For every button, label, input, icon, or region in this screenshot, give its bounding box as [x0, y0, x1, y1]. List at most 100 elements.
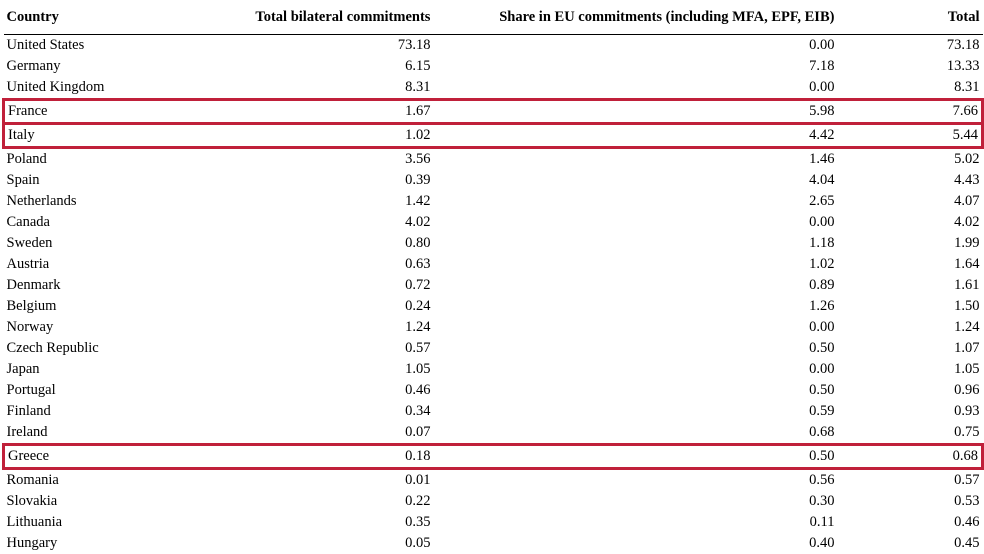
total-cell: 7.66 [837, 100, 982, 124]
bilateral-cell: 4.02 [229, 212, 433, 233]
bilateral-cell: 3.56 [229, 148, 433, 171]
header-bilateral: Total bilateral commitments [229, 0, 433, 35]
country-cell: Hungary [4, 533, 230, 554]
country-cell: Austria [4, 254, 230, 275]
bilateral-cell: 0.39 [229, 170, 433, 191]
bilateral-cell: 0.80 [229, 233, 433, 254]
bilateral-cell: 0.63 [229, 254, 433, 275]
eu-share-cell: 0.89 [433, 275, 837, 296]
country-cell: Canada [4, 212, 230, 233]
country-cell: Norway [4, 317, 230, 338]
total-cell: 4.07 [837, 191, 982, 212]
eu-share-cell: 1.46 [433, 148, 837, 171]
total-cell: 8.31 [837, 77, 982, 100]
country-cell: Poland [4, 148, 230, 171]
bilateral-cell: 0.34 [229, 401, 433, 422]
total-cell: 5.44 [837, 124, 982, 148]
bilateral-cell: 0.22 [229, 491, 433, 512]
total-cell: 0.96 [837, 380, 982, 401]
total-cell: 1.99 [837, 233, 982, 254]
eu-share-cell: 0.00 [433, 212, 837, 233]
country-cell: Germany [4, 56, 230, 77]
country-cell: Romania [4, 469, 230, 492]
bilateral-cell: 6.15 [229, 56, 433, 77]
total-cell: 4.02 [837, 212, 982, 233]
country-cell: Japan [4, 359, 230, 380]
eu-share-cell: 0.30 [433, 491, 837, 512]
eu-share-cell: 0.50 [433, 445, 837, 469]
bilateral-cell: 1.42 [229, 191, 433, 212]
bilateral-cell: 0.18 [229, 445, 433, 469]
country-cell: United Kingdom [4, 77, 230, 100]
country-cell: Portugal [4, 380, 230, 401]
bilateral-cell: 0.35 [229, 512, 433, 533]
header-country: Country [4, 0, 230, 35]
header-row: Country Total bilateral commitments Shar… [4, 0, 983, 35]
eu-share-cell: 0.00 [433, 359, 837, 380]
total-cell: 0.57 [837, 469, 982, 492]
country-cell: Czech Republic [4, 338, 230, 359]
bilateral-cell: 1.02 [229, 124, 433, 148]
total-cell: 1.24 [837, 317, 982, 338]
total-cell: 0.68 [837, 445, 982, 469]
total-cell: 0.46 [837, 512, 982, 533]
eu-share-cell: 1.18 [433, 233, 837, 254]
header-eu-share: Share in EU commitments (including MFA, … [433, 0, 837, 35]
country-cell: Spain [4, 170, 230, 191]
bilateral-cell: 73.18 [229, 35, 433, 57]
eu-share-cell: 0.11 [433, 512, 837, 533]
bilateral-cell: 0.72 [229, 275, 433, 296]
total-cell: 0.75 [837, 422, 982, 445]
total-cell: 4.43 [837, 170, 982, 191]
eu-share-cell: 4.04 [433, 170, 837, 191]
country-cell: Slovakia [4, 491, 230, 512]
country-cell: France [4, 100, 230, 124]
total-cell: 73.18 [837, 35, 982, 57]
eu-share-cell: 0.00 [433, 77, 837, 100]
total-cell: 1.64 [837, 254, 982, 275]
bilateral-cell: 1.05 [229, 359, 433, 380]
total-cell: 1.07 [837, 338, 982, 359]
bilateral-cell: 0.05 [229, 533, 433, 554]
bilateral-cell: 0.46 [229, 380, 433, 401]
total-cell: 13.33 [837, 56, 982, 77]
country-cell: Ireland [4, 422, 230, 445]
eu-share-cell: 0.00 [433, 317, 837, 338]
total-cell: 1.05 [837, 359, 982, 380]
country-cell: Sweden [4, 233, 230, 254]
bilateral-cell: 0.07 [229, 422, 433, 445]
country-cell: Netherlands [4, 191, 230, 212]
eu-share-cell: 2.65 [433, 191, 837, 212]
country-cell: Denmark [4, 275, 230, 296]
eu-share-cell: 0.59 [433, 401, 837, 422]
eu-share-cell: 5.98 [433, 100, 837, 124]
country-cell: Italy [4, 124, 230, 148]
eu-share-cell: 0.50 [433, 338, 837, 359]
eu-share-cell: 0.00 [433, 35, 837, 57]
bilateral-cell: 0.57 [229, 338, 433, 359]
bilateral-cell: 1.67 [229, 100, 433, 124]
bilateral-cell: 8.31 [229, 77, 433, 100]
total-cell: 0.45 [837, 533, 982, 554]
eu-share-cell: 0.40 [433, 533, 837, 554]
